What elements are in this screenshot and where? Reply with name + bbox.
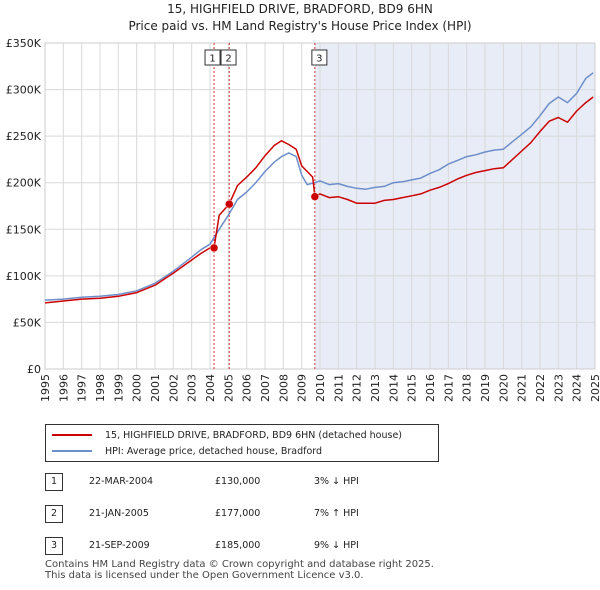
footer-line1: Contains HM Land Registry data © Crown c… [45, 559, 434, 570]
x-tick-label: 2025 [589, 374, 600, 402]
footer-line2: This data is licensed under the Open Gov… [45, 570, 364, 581]
chart-title-line1: 15, HIGHFIELD DRIVE, BRADFORD, BD9 6HN [167, 2, 433, 16]
y-tick-label: £50K [13, 316, 42, 329]
y-tick-label: £250K [6, 130, 42, 143]
sale-marker-label: 3 [316, 54, 322, 65]
x-tick-label: 2010 [314, 374, 327, 402]
sale-number-badge: 3 [45, 537, 63, 555]
sale-number-badge: 2 [45, 505, 63, 523]
legend-label-property: 15, HIGHFIELD DRIVE, BRADFORD, BD9 6HN (… [105, 429, 403, 441]
sale-marker-label: 2 [225, 54, 231, 65]
x-tick-label: 2007 [259, 374, 272, 402]
sale-hpi-relation: 9% ↓ HPI [314, 540, 359, 551]
hpi-series-line [44, 72, 594, 301]
price-chart: £0 £50K £100K £150K £200K £250K £300K £350K 1995… [6, 37, 600, 402]
sale-number-badge: 1 [45, 473, 63, 491]
y-tick-label: £150K [6, 223, 42, 236]
x-tick-label: 1998 [94, 374, 107, 402]
x-tick-label: 2013 [369, 374, 382, 402]
footer: Contains HM Land Registry data © Crown c… [45, 559, 434, 581]
sale-point [310, 192, 320, 201]
x-tick-label: 2006 [241, 374, 254, 402]
x-tick-label: 2011 [332, 374, 345, 402]
legend-line-hpi [52, 450, 92, 452]
y-tick-label: £300K [6, 84, 42, 97]
sale-date: 22-MAR-2004 [89, 476, 154, 487]
x-tick-label: 2023 [552, 374, 565, 402]
x-tick-label: 2016 [424, 374, 437, 402]
x-tick-label: 1995 [39, 374, 52, 402]
y-tick-label: £100K [6, 270, 42, 283]
x-tick-label: 2021 [516, 374, 529, 402]
x-tick-label: 1996 [57, 374, 70, 402]
x-tick-label: 2009 [296, 374, 309, 402]
legend: 15, HIGHFIELD DRIVE, BRADFORD, BD9 6HN (… [45, 424, 439, 462]
x-tick-label: 2002 [167, 374, 180, 402]
sale-price: £177,000 [215, 508, 261, 519]
x-tick-label: 2012 [351, 374, 364, 402]
y-tick-label: £200K [6, 177, 42, 190]
sale-marker-label: 1 [209, 54, 215, 65]
x-tick-label: 2022 [534, 374, 547, 402]
x-tick-label: 2001 [149, 374, 162, 402]
sale-marker-box [204, 49, 221, 66]
sale-row: 1 22-MAR-2004 £130,000 3% ↓ HPI [45, 473, 465, 493]
legend-label-hpi: HPI: Average price, detached house, Brad… [105, 445, 323, 457]
property-series-line [44, 96, 594, 304]
sale-date: 21-SEP-2009 [89, 540, 150, 551]
sale-row: 3 21-SEP-2009 £185,000 9% ↓ HPI [45, 537, 465, 557]
sale-row: 2 21-JAN-2005 £177,000 7% ↑ HPI [45, 505, 465, 525]
sale-date: 21-JAN-2005 [89, 508, 149, 519]
x-tick-label: 2015 [406, 374, 419, 402]
x-tick-label: 2024 [571, 374, 584, 402]
sale-hpi-relation: 7% ↑ HPI [314, 508, 359, 519]
sale-price: £130,000 [215, 476, 261, 487]
y-tick-label: £350K [6, 37, 42, 50]
sale-marker-box [311, 49, 328, 66]
x-tick-label: 2017 [442, 374, 455, 402]
legend-item-hpi: HPI: Average price, detached house, Brad… [52, 444, 322, 458]
legend-line-property [52, 434, 92, 436]
x-tick-label: 2008 [277, 374, 290, 402]
x-tick-label: 1997 [76, 374, 89, 402]
x-tick-label: 2018 [461, 374, 474, 402]
legend-item-property: 15, HIGHFIELD DRIVE, BRADFORD, BD9 6HN (… [52, 428, 402, 442]
x-tick-label: 2014 [387, 374, 400, 402]
x-tick-label: 2004 [204, 374, 217, 402]
x-tick-label: 2005 [222, 374, 235, 402]
x-tick-label: 2020 [497, 374, 510, 402]
post-sale-shading [314, 43, 595, 369]
sale-point [225, 199, 234, 209]
sale-price: £185,000 [215, 540, 261, 551]
sale-hpi-relation: 3% ↓ HPI [314, 476, 359, 487]
plot-frame [44, 42, 596, 370]
x-tick-label: 2019 [479, 374, 492, 402]
sale-marker-box [220, 49, 237, 66]
chart-title-line2: Price paid vs. HM Land Registry's House … [128, 19, 472, 33]
x-tick-label: 1999 [112, 374, 125, 402]
y-tick-label: £0 [27, 363, 41, 376]
sale-point [209, 243, 219, 253]
x-tick-label: 2000 [131, 374, 144, 402]
x-tick-label: 2003 [186, 374, 199, 402]
